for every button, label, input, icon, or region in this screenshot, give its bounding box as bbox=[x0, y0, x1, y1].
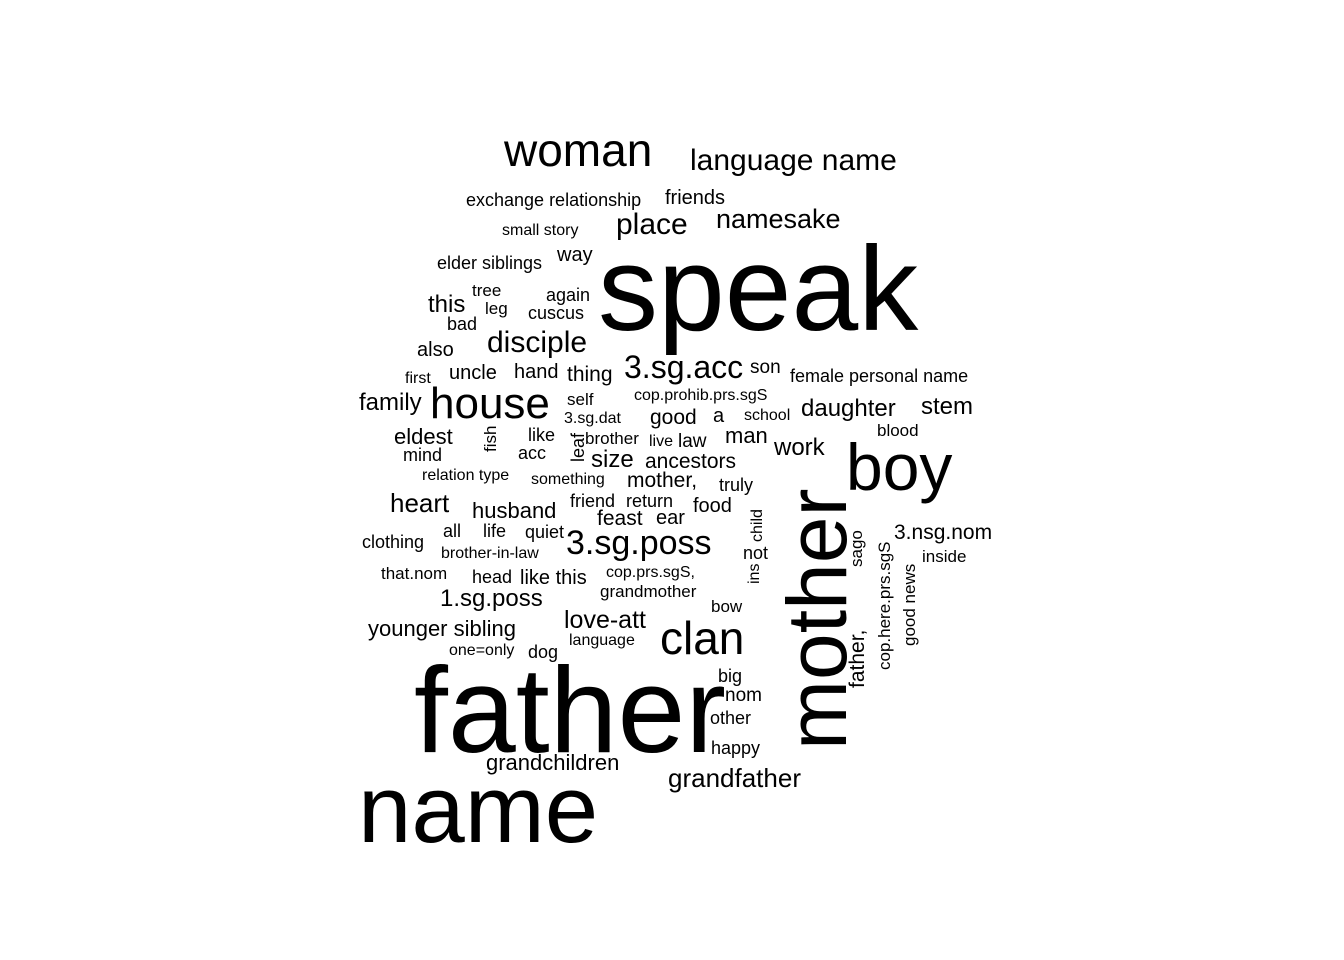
word-brother: brother bbox=[585, 429, 639, 448]
word-man: man bbox=[725, 423, 768, 448]
word-elder-siblings: elder siblings bbox=[437, 253, 542, 273]
word-grandmother: grandmother bbox=[600, 582, 697, 601]
word-disciple: disciple bbox=[487, 326, 587, 359]
word-fish: fish bbox=[481, 426, 500, 452]
word-bad: bad bbox=[447, 314, 477, 334]
word-inside: inside bbox=[922, 547, 966, 566]
word-law: law bbox=[678, 431, 707, 452]
word-not: not bbox=[743, 543, 768, 563]
word-language-name: language name bbox=[690, 144, 897, 177]
word-truly: truly bbox=[719, 475, 753, 495]
word-cop-prs-sgs-comma: cop.prs.sgS, bbox=[606, 564, 695, 581]
word-live: live bbox=[649, 433, 673, 450]
word-younger-sibling: younger sibling bbox=[368, 616, 516, 641]
word-female-personal-name: female personal name bbox=[790, 366, 968, 386]
word-3sg-dat: 3.sg.dat bbox=[564, 410, 621, 427]
word-family: family bbox=[359, 389, 422, 416]
word-namesake: namesake bbox=[716, 204, 841, 234]
word-ancestors: ancestors bbox=[645, 450, 736, 473]
word-a: a bbox=[713, 405, 725, 427]
word-love-att: love-att bbox=[564, 606, 646, 634]
word-acc: acc bbox=[518, 443, 546, 463]
word-heart: heart bbox=[390, 488, 450, 518]
word-way: way bbox=[556, 244, 593, 266]
word-leaf: leaf bbox=[568, 432, 588, 462]
word-nom: nom bbox=[725, 685, 762, 706]
word-language: language bbox=[569, 632, 635, 649]
word-ear: ear bbox=[656, 507, 685, 529]
word-mother-comma: mother, bbox=[627, 469, 697, 492]
word-cop-here-prs-sgs: cop.here.prs.sgS bbox=[875, 541, 894, 670]
word-mother: mother bbox=[770, 489, 864, 750]
word-tree: tree bbox=[472, 281, 501, 300]
word-woman: woman bbox=[503, 124, 652, 176]
word-clan: clan bbox=[660, 612, 744, 664]
word-food: food bbox=[693, 495, 732, 517]
word-all: all bbox=[443, 521, 461, 541]
word-like-this: like this bbox=[520, 567, 587, 589]
word-one-only: one=only bbox=[449, 642, 514, 659]
word-good-news: good news bbox=[900, 564, 919, 646]
word-happy: happy bbox=[711, 738, 760, 758]
word-that-nom: that.nom bbox=[381, 564, 447, 583]
word-place: place bbox=[616, 208, 688, 241]
word-like: like bbox=[528, 425, 555, 445]
word-exchange-relationship: exchange relationship bbox=[466, 190, 641, 210]
word-hand: hand bbox=[514, 361, 559, 383]
word-dog: dog bbox=[528, 642, 558, 662]
word-good: good bbox=[650, 406, 697, 429]
word-friend: friend bbox=[570, 491, 615, 511]
word-name: name bbox=[358, 756, 598, 863]
word-quiet: quiet bbox=[525, 522, 564, 542]
word-brother-in-law: brother-in-law bbox=[441, 545, 539, 562]
word-cop-prohib-prs-sgs: cop.prohib.prs.sgS bbox=[634, 387, 767, 404]
word-big: big bbox=[718, 666, 742, 686]
word-first: first bbox=[405, 370, 431, 387]
word-self: self bbox=[567, 390, 594, 409]
word-return: return bbox=[626, 491, 673, 511]
word-life: life bbox=[483, 521, 506, 541]
word-small-story: small story bbox=[502, 222, 578, 239]
word-grandfather: grandfather bbox=[668, 763, 801, 793]
word-again: again bbox=[546, 285, 590, 305]
word-blood: blood bbox=[877, 421, 919, 440]
word-mind: mind bbox=[403, 445, 442, 465]
word-leg: leg bbox=[485, 299, 508, 318]
word-head: head bbox=[472, 567, 512, 587]
word-father-comma: father, bbox=[846, 630, 869, 688]
word-this: this bbox=[428, 291, 465, 318]
word-cuscus: cuscus bbox=[528, 303, 584, 323]
word-3sg-poss: 3.sg.poss bbox=[566, 524, 712, 562]
word-clothing: clothing bbox=[362, 532, 424, 552]
word-sago: sago bbox=[847, 530, 866, 567]
word-also: also bbox=[417, 339, 454, 361]
word-something: something bbox=[531, 471, 605, 488]
word-school: school bbox=[744, 407, 790, 424]
word-child: child bbox=[749, 509, 766, 542]
word-bow: bow bbox=[711, 597, 743, 616]
word-speak: speak bbox=[598, 222, 919, 356]
word-eldest: eldest bbox=[394, 424, 453, 449]
word-other: other bbox=[710, 708, 751, 728]
word-work: work bbox=[773, 434, 826, 461]
word-uncle: uncle bbox=[449, 362, 497, 384]
word-relation-type: relation type bbox=[422, 467, 509, 484]
word-stem: stem bbox=[921, 393, 973, 420]
word-husband: husband bbox=[472, 498, 556, 523]
word-feast: feast bbox=[597, 507, 643, 530]
word-ins: ins bbox=[746, 564, 763, 584]
word-size: size bbox=[591, 446, 634, 473]
word-daughter: daughter bbox=[801, 395, 896, 422]
word-boy: boy bbox=[846, 430, 952, 504]
word-1sg-poss: 1.sg.poss bbox=[440, 585, 543, 612]
word-3nsg-nom: 3.nsg.nom bbox=[894, 521, 992, 544]
word-3sg-acc: 3.sg.acc bbox=[624, 349, 743, 385]
word-son: son bbox=[750, 357, 781, 378]
word-thing: thing bbox=[567, 363, 613, 386]
word-house: house bbox=[430, 379, 550, 428]
word-grandchildren: grandchildren bbox=[486, 750, 619, 775]
word-father: father bbox=[414, 642, 726, 778]
word-friends: friends bbox=[665, 187, 725, 209]
